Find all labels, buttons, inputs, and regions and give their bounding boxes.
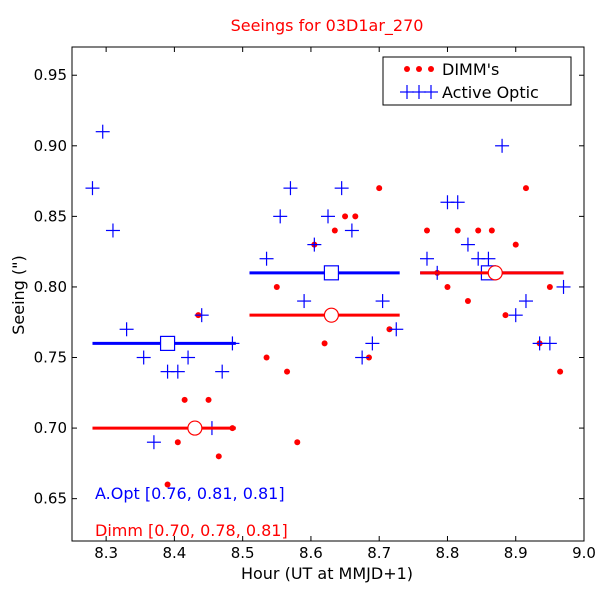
y-tick-label: 0.85 bbox=[34, 207, 67, 225]
x-tick-label: 8.7 bbox=[367, 544, 391, 562]
x-axis-label: Hour (UT at MMJD+1) bbox=[241, 564, 413, 583]
aopt-point bbox=[215, 364, 230, 379]
x-tick-label: 8.9 bbox=[504, 544, 528, 562]
aopt-point bbox=[321, 209, 335, 224]
aopt-median-marker bbox=[159, 335, 176, 351]
dimm-point bbox=[352, 213, 359, 220]
aopt-point bbox=[146, 435, 161, 450]
aopt-point bbox=[283, 181, 298, 196]
y-tick-label: 0.65 bbox=[34, 490, 67, 508]
aopt-point bbox=[481, 251, 496, 266]
y-tick-label: 0.70 bbox=[34, 419, 67, 437]
aopt-point bbox=[375, 294, 390, 309]
dimm-point bbox=[488, 227, 495, 234]
dimm-point bbox=[546, 283, 553, 290]
dimm-point bbox=[294, 439, 301, 446]
aopt-point bbox=[344, 223, 359, 238]
aopt-point bbox=[95, 124, 110, 139]
legend-aopt-marker bbox=[400, 85, 414, 99]
plot-frame bbox=[71, 46, 585, 542]
y-tick-label: 0.80 bbox=[34, 278, 67, 296]
y-tick-label: 0.95 bbox=[34, 66, 67, 84]
dimm-point bbox=[164, 481, 171, 488]
aopt-point bbox=[556, 279, 571, 294]
y-tick-label: 0.75 bbox=[34, 349, 67, 367]
legend-aopt-label: Active Optic bbox=[442, 83, 539, 102]
aopt-point bbox=[307, 237, 322, 252]
aopt-median-marker bbox=[323, 265, 340, 281]
dimm-point bbox=[342, 213, 349, 220]
dimm-point bbox=[464, 298, 471, 305]
dimm-point bbox=[423, 227, 430, 234]
aopt-point bbox=[508, 308, 523, 323]
aopt-point bbox=[495, 138, 510, 153]
x-tick-label: 8.5 bbox=[231, 544, 255, 562]
aopt-point bbox=[119, 322, 134, 337]
dimm-point bbox=[502, 312, 509, 319]
aopt-point bbox=[419, 251, 434, 266]
dimm-point bbox=[321, 340, 328, 347]
aopt-point bbox=[334, 181, 349, 196]
x-tick-label: 9.0 bbox=[572, 544, 596, 562]
aopt-point bbox=[194, 308, 209, 323]
dimm-point bbox=[522, 185, 529, 192]
aopt-point bbox=[389, 322, 404, 337]
y-axis-label: Seeing (") bbox=[9, 255, 28, 335]
dimm-median-marker bbox=[323, 307, 340, 323]
dimm-point bbox=[174, 439, 181, 446]
dimm-point bbox=[215, 453, 222, 460]
dimm-median-marker bbox=[187, 420, 203, 436]
dimm-annotation: Dimm [0.70, 0.78, 0.81] bbox=[95, 521, 288, 540]
dimm-point bbox=[263, 354, 270, 361]
aopt-point bbox=[365, 336, 380, 351]
aopt-point bbox=[259, 251, 274, 266]
dimm-point bbox=[376, 185, 383, 192]
plot-area: 8.3 8.4 8.5 8.6 8.7 8.8 8.9 9.0 0.65 0.70 0.75 0.80… bbox=[34, 46, 596, 562]
dimm-point bbox=[284, 368, 291, 375]
aopt-point bbox=[105, 223, 120, 238]
aopt-point bbox=[170, 364, 185, 379]
aopt-point bbox=[273, 209, 288, 224]
dimm-median-marker bbox=[487, 265, 503, 281]
legend-aopt-marker bbox=[412, 85, 426, 99]
dimm-point bbox=[273, 283, 280, 290]
legend-dimm-label: DIMM's bbox=[442, 60, 499, 79]
aopt-point bbox=[460, 237, 475, 252]
x-tick-label: 8.4 bbox=[162, 544, 186, 562]
x-tick-label: 8.6 bbox=[299, 544, 323, 562]
aopt-point bbox=[542, 336, 557, 351]
dimm-point bbox=[557, 368, 564, 375]
dimm-point bbox=[181, 396, 188, 403]
chart-title: Seeings for 03D1ar_270 bbox=[231, 16, 424, 36]
dimm-point bbox=[331, 227, 338, 234]
dimm-point bbox=[512, 241, 519, 248]
x-tick-label: 8.8 bbox=[436, 544, 460, 562]
legend-aopt-marker bbox=[424, 85, 438, 99]
legend: DIMM's Active Optic bbox=[382, 56, 572, 106]
aopt-point bbox=[450, 195, 465, 210]
aopt-point bbox=[136, 350, 151, 365]
legend-dimm-marker bbox=[428, 66, 434, 72]
aopt-point bbox=[181, 350, 196, 365]
dimm-point bbox=[475, 227, 482, 234]
x-tick-label: 8.3 bbox=[94, 544, 118, 562]
y-tick-label: 0.90 bbox=[34, 137, 67, 155]
legend-dimm-marker bbox=[404, 66, 410, 72]
legend-dimm-marker bbox=[416, 66, 422, 72]
dimm-point bbox=[205, 396, 212, 403]
aopt-point bbox=[518, 294, 533, 309]
aopt-annotation: A.Opt [0.76, 0.81, 0.81] bbox=[95, 484, 285, 503]
legend-box bbox=[382, 56, 572, 106]
dimm-point bbox=[454, 227, 461, 234]
aopt-point bbox=[297, 294, 312, 309]
dimm-point bbox=[444, 283, 451, 290]
aopt-point bbox=[355, 350, 370, 365]
aopt-point bbox=[85, 181, 100, 196]
